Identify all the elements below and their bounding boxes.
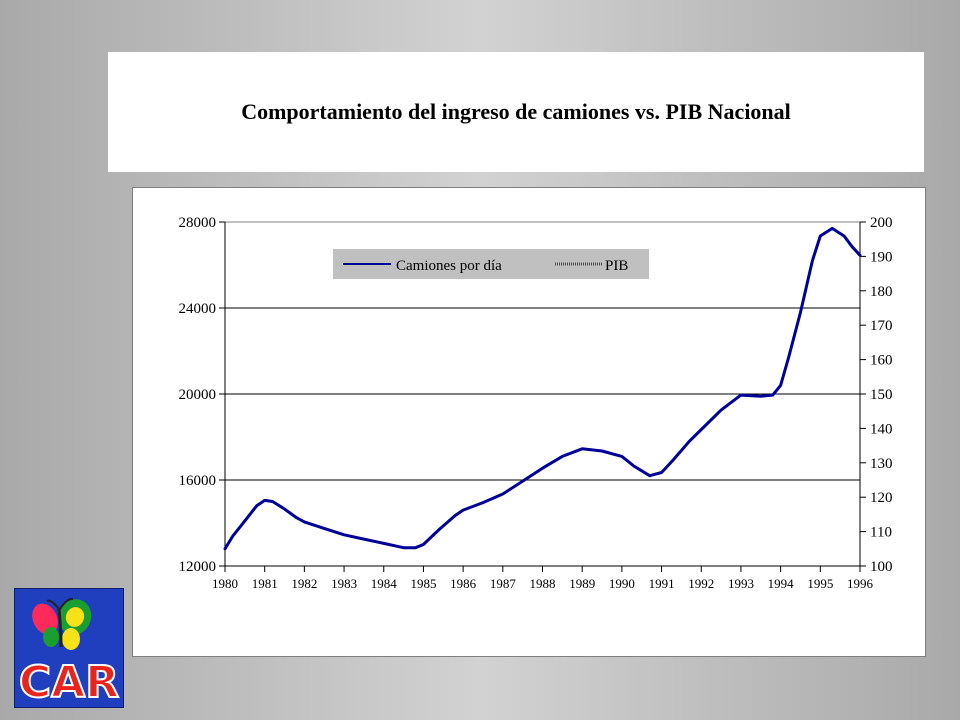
- y-right-tick-label: 110: [870, 525, 892, 541]
- x-tick-label: 1996: [847, 576, 874, 591]
- x-tick-label: 1983: [331, 576, 357, 591]
- y-right-tick-label: 170: [870, 318, 893, 334]
- line-chart: 28000 24000 20000 16000 12000 200 190 180 170 160…: [179, 215, 893, 591]
- title-panel: Comportamiento del ingreso de camiones v…: [108, 52, 924, 172]
- y-right-tick-label: 130: [870, 456, 893, 472]
- legend-label-pib: PIB: [605, 258, 628, 274]
- legend-label-camiones: Camiones por día: [396, 258, 502, 274]
- y-left-tick-label: 24000: [179, 301, 217, 317]
- x-tick-label: 1982: [291, 576, 317, 591]
- y-left-tick-label: 16000: [179, 473, 217, 489]
- butterfly-icon: [32, 597, 92, 650]
- series-line-camiones: [223, 226, 862, 551]
- y-right-tick-label: 180: [870, 284, 893, 300]
- x-tick-label: 1989: [569, 576, 595, 591]
- x-tick-label: 1993: [728, 576, 754, 591]
- y-right-tick-label: 160: [870, 353, 893, 369]
- x-tick-label: 1985: [410, 576, 436, 591]
- x-tick-label: 1984: [371, 576, 398, 591]
- x-tick-label: 1991: [649, 576, 675, 591]
- chart-panel: 28000 24000 20000 16000 12000 200 190 180 170 160…: [132, 187, 926, 657]
- y-right-tick-label: 120: [870, 490, 893, 506]
- x-tick-label: 1981: [252, 576, 278, 591]
- x-tick-label: 1988: [530, 576, 556, 591]
- x-tick-label: 1987: [490, 576, 517, 591]
- slide-title: Comportamiento del ingreso de camiones v…: [241, 99, 791, 124]
- y-right-tick-label: 100: [870, 559, 893, 575]
- y-right-tick-label: 190: [870, 249, 893, 265]
- car-logo: CAR: [14, 588, 124, 709]
- y-left-tick-label: 28000: [179, 215, 217, 231]
- x-tick-label: 1992: [688, 576, 714, 591]
- y-right-tick-label: 140: [870, 421, 893, 437]
- x-tick-label: 1990: [609, 576, 635, 591]
- x-tick-label: 1995: [807, 576, 833, 591]
- x-tick-label: 1980: [212, 576, 238, 591]
- x-tick-label: 1986: [450, 576, 477, 591]
- y-right-tick-label: 200: [870, 215, 893, 231]
- y-right-tick-label: 150: [870, 387, 893, 403]
- x-tick-label: 1994: [768, 576, 795, 591]
- y-left-tick-label: 20000: [179, 387, 217, 403]
- logo-lettering: CAR: [19, 657, 119, 707]
- y-left-tick-label: 12000: [179, 559, 217, 575]
